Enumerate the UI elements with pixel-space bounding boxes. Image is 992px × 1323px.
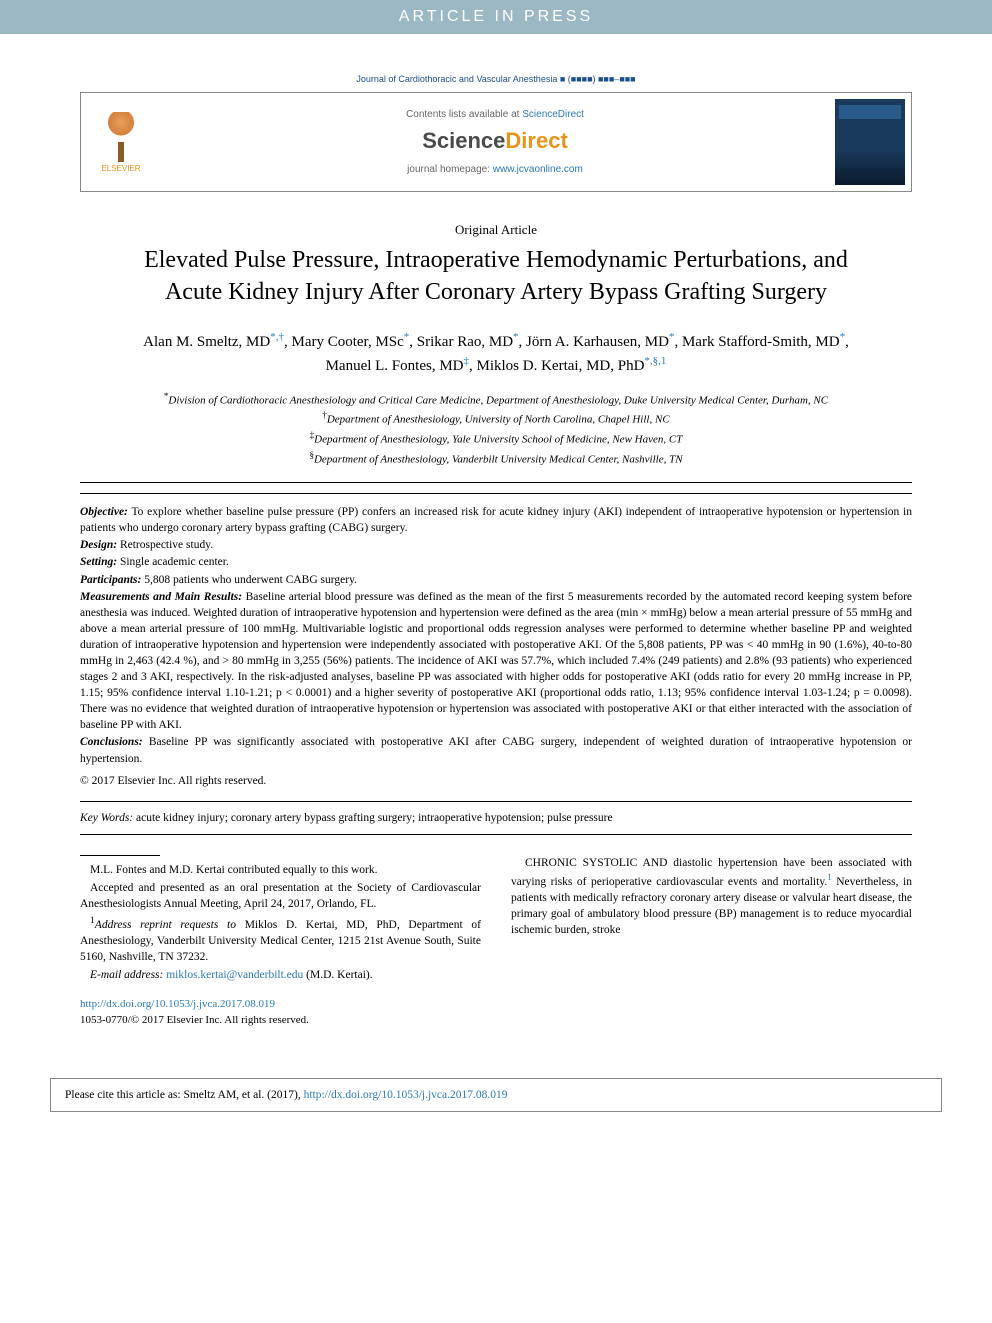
- keywords: Key Words: acute kidney injury; coronary…: [80, 812, 912, 824]
- article-title: Elevated Pulse Pressure, Intraoperative …: [80, 244, 912, 309]
- body-paragraph: CHRONIC SYSTOLIC AND diastolic hypertens…: [511, 855, 912, 938]
- abstract-label: Design:: [80, 539, 117, 551]
- abstract-label: Objective:: [80, 506, 128, 518]
- affil-text: Department of Anesthesiology, University…: [327, 414, 670, 426]
- abstract-participants: Participants: 5,808 patients who underwe…: [80, 572, 912, 588]
- footnote-email: E-mail address: miklos.kertai@vanderbilt…: [80, 967, 481, 983]
- keywords-label: Key Words:: [80, 812, 133, 824]
- affiliation: *Division of Cardiothoracic Anesthesiolo…: [140, 390, 852, 410]
- left-column: M.L. Fontes and M.D. Kertai contributed …: [80, 855, 481, 1028]
- email-label: E-mail address:: [90, 969, 163, 981]
- copyright-line: © 2017 Elsevier Inc. All rights reserved…: [80, 773, 912, 789]
- footnotes: M.L. Fontes and M.D. Kertai contributed …: [80, 862, 481, 983]
- journal-homepage-link[interactable]: www.jcvaonline.com: [493, 164, 583, 175]
- abstract-label: Measurements and Main Results:: [80, 591, 242, 603]
- elsevier-wordmark: ELSEVIER: [101, 164, 140, 173]
- divider: [80, 493, 912, 494]
- affiliation: §Department of Anesthesiology, Vanderbil…: [140, 449, 852, 469]
- divider: [80, 834, 912, 835]
- journal-cover-thumbnail[interactable]: [835, 99, 905, 185]
- affil-text: Department of Anesthesiology, Vanderbilt…: [314, 453, 683, 465]
- divider: [80, 482, 912, 483]
- abstract-results: Measurements and Main Results: Baseline …: [80, 589, 912, 734]
- body-columns: M.L. Fontes and M.D. Kertai contributed …: [80, 855, 912, 1028]
- divider: [80, 801, 912, 802]
- contents-prefix: Contents lists available at: [406, 109, 522, 120]
- abstract-design: Design: Retrospective study.: [80, 537, 912, 553]
- abstract-text: Baseline arterial blood pressure was def…: [80, 591, 912, 732]
- abstract-text: Baseline PP was significantly associated…: [80, 736, 912, 764]
- affil-text: Department of Anesthesiology, Yale Unive…: [314, 434, 682, 446]
- abstract-conclusions: Conclusions: Baseline PP was significant…: [80, 734, 912, 766]
- journal-homepage-line: journal homepage: www.jcvaonline.com: [407, 164, 583, 175]
- cite-this-article-box: Please cite this article as: Smeltz AM, …: [50, 1078, 942, 1112]
- footnote: Accepted and presented as an oral presen…: [80, 880, 481, 912]
- abstract-label: Participants:: [80, 574, 141, 586]
- article-type: Original Article: [80, 222, 912, 238]
- doi-link[interactable]: http://dx.doi.org/10.1053/j.jvca.2017.08…: [80, 998, 275, 1010]
- cite-doi-link[interactable]: http://dx.doi.org/10.1053/j.jvca.2017.08…: [304, 1089, 508, 1101]
- footnote: 1Address reprint requests to Miklos D. K…: [80, 914, 481, 965]
- issn-line: 1053-0770/© 2017 Elsevier Inc. All right…: [80, 1013, 481, 1028]
- abstract-label: Setting:: [80, 556, 117, 568]
- footnote-rule: [80, 855, 160, 856]
- homepage-prefix: journal homepage:: [407, 164, 493, 175]
- abstract-text: To explore whether baseline pulse pressu…: [80, 506, 912, 534]
- footnote-prefix: Address reprint requests to: [95, 919, 236, 931]
- page-content: Journal of Cardiothoracic and Vascular A…: [0, 34, 992, 1048]
- abstract: Objective: To explore whether baseline p…: [80, 504, 912, 789]
- cite-prefix: Please cite this article as: Smeltz AM, …: [65, 1089, 304, 1101]
- email-link[interactable]: miklos.kertai@vanderbilt.edu: [166, 969, 303, 981]
- elsevier-logo[interactable]: ELSEVIER: [81, 93, 161, 191]
- abstract-label: Conclusions:: [80, 736, 143, 748]
- affiliations: *Division of Cardiothoracic Anesthesiolo…: [80, 390, 912, 468]
- affil-text: Division of Cardiothoracic Anesthesiolog…: [168, 394, 828, 406]
- abstract-text: Single academic center.: [120, 556, 229, 568]
- affiliation: †Department of Anesthesiology, Universit…: [140, 409, 852, 429]
- abstract-text: Retrospective study.: [120, 539, 213, 551]
- article-in-press-banner: ARTICLE IN PRESS: [0, 0, 992, 34]
- email-suffix: (M.D. Kertai).: [303, 969, 372, 981]
- footnote: M.L. Fontes and M.D. Kertai contributed …: [80, 862, 481, 878]
- abstract-text: 5,808 patients who underwent CABG surger…: [144, 574, 357, 586]
- sciencedirect-link[interactable]: ScienceDirect: [522, 109, 584, 120]
- elsevier-tree-icon: [96, 112, 146, 162]
- affiliation: ‡Department of Anesthesiology, Yale Univ…: [140, 429, 852, 449]
- authors-list: Alan M. Smeltz, MD*,†, Mary Cooter, MSc*…: [80, 329, 912, 378]
- abstract-setting: Setting: Single academic center.: [80, 554, 912, 570]
- abstract-objective: Objective: To explore whether baseline p…: [80, 504, 912, 536]
- journal-citation: Journal of Cardiothoracic and Vascular A…: [80, 74, 912, 84]
- right-column: CHRONIC SYSTOLIC AND diastolic hypertens…: [511, 855, 912, 1028]
- header-center: Contents lists available at ScienceDirec…: [161, 93, 829, 191]
- keywords-text: acute kidney injury; coronary artery byp…: [136, 812, 613, 824]
- doi-line: http://dx.doi.org/10.1053/j.jvca.2017.08…: [80, 997, 481, 1012]
- contents-lists-line: Contents lists available at ScienceDirec…: [406, 109, 584, 120]
- journal-header-box: ELSEVIER Contents lists available at Sci…: [80, 92, 912, 192]
- sciencedirect-logo[interactable]: ScienceDirect: [422, 128, 568, 154]
